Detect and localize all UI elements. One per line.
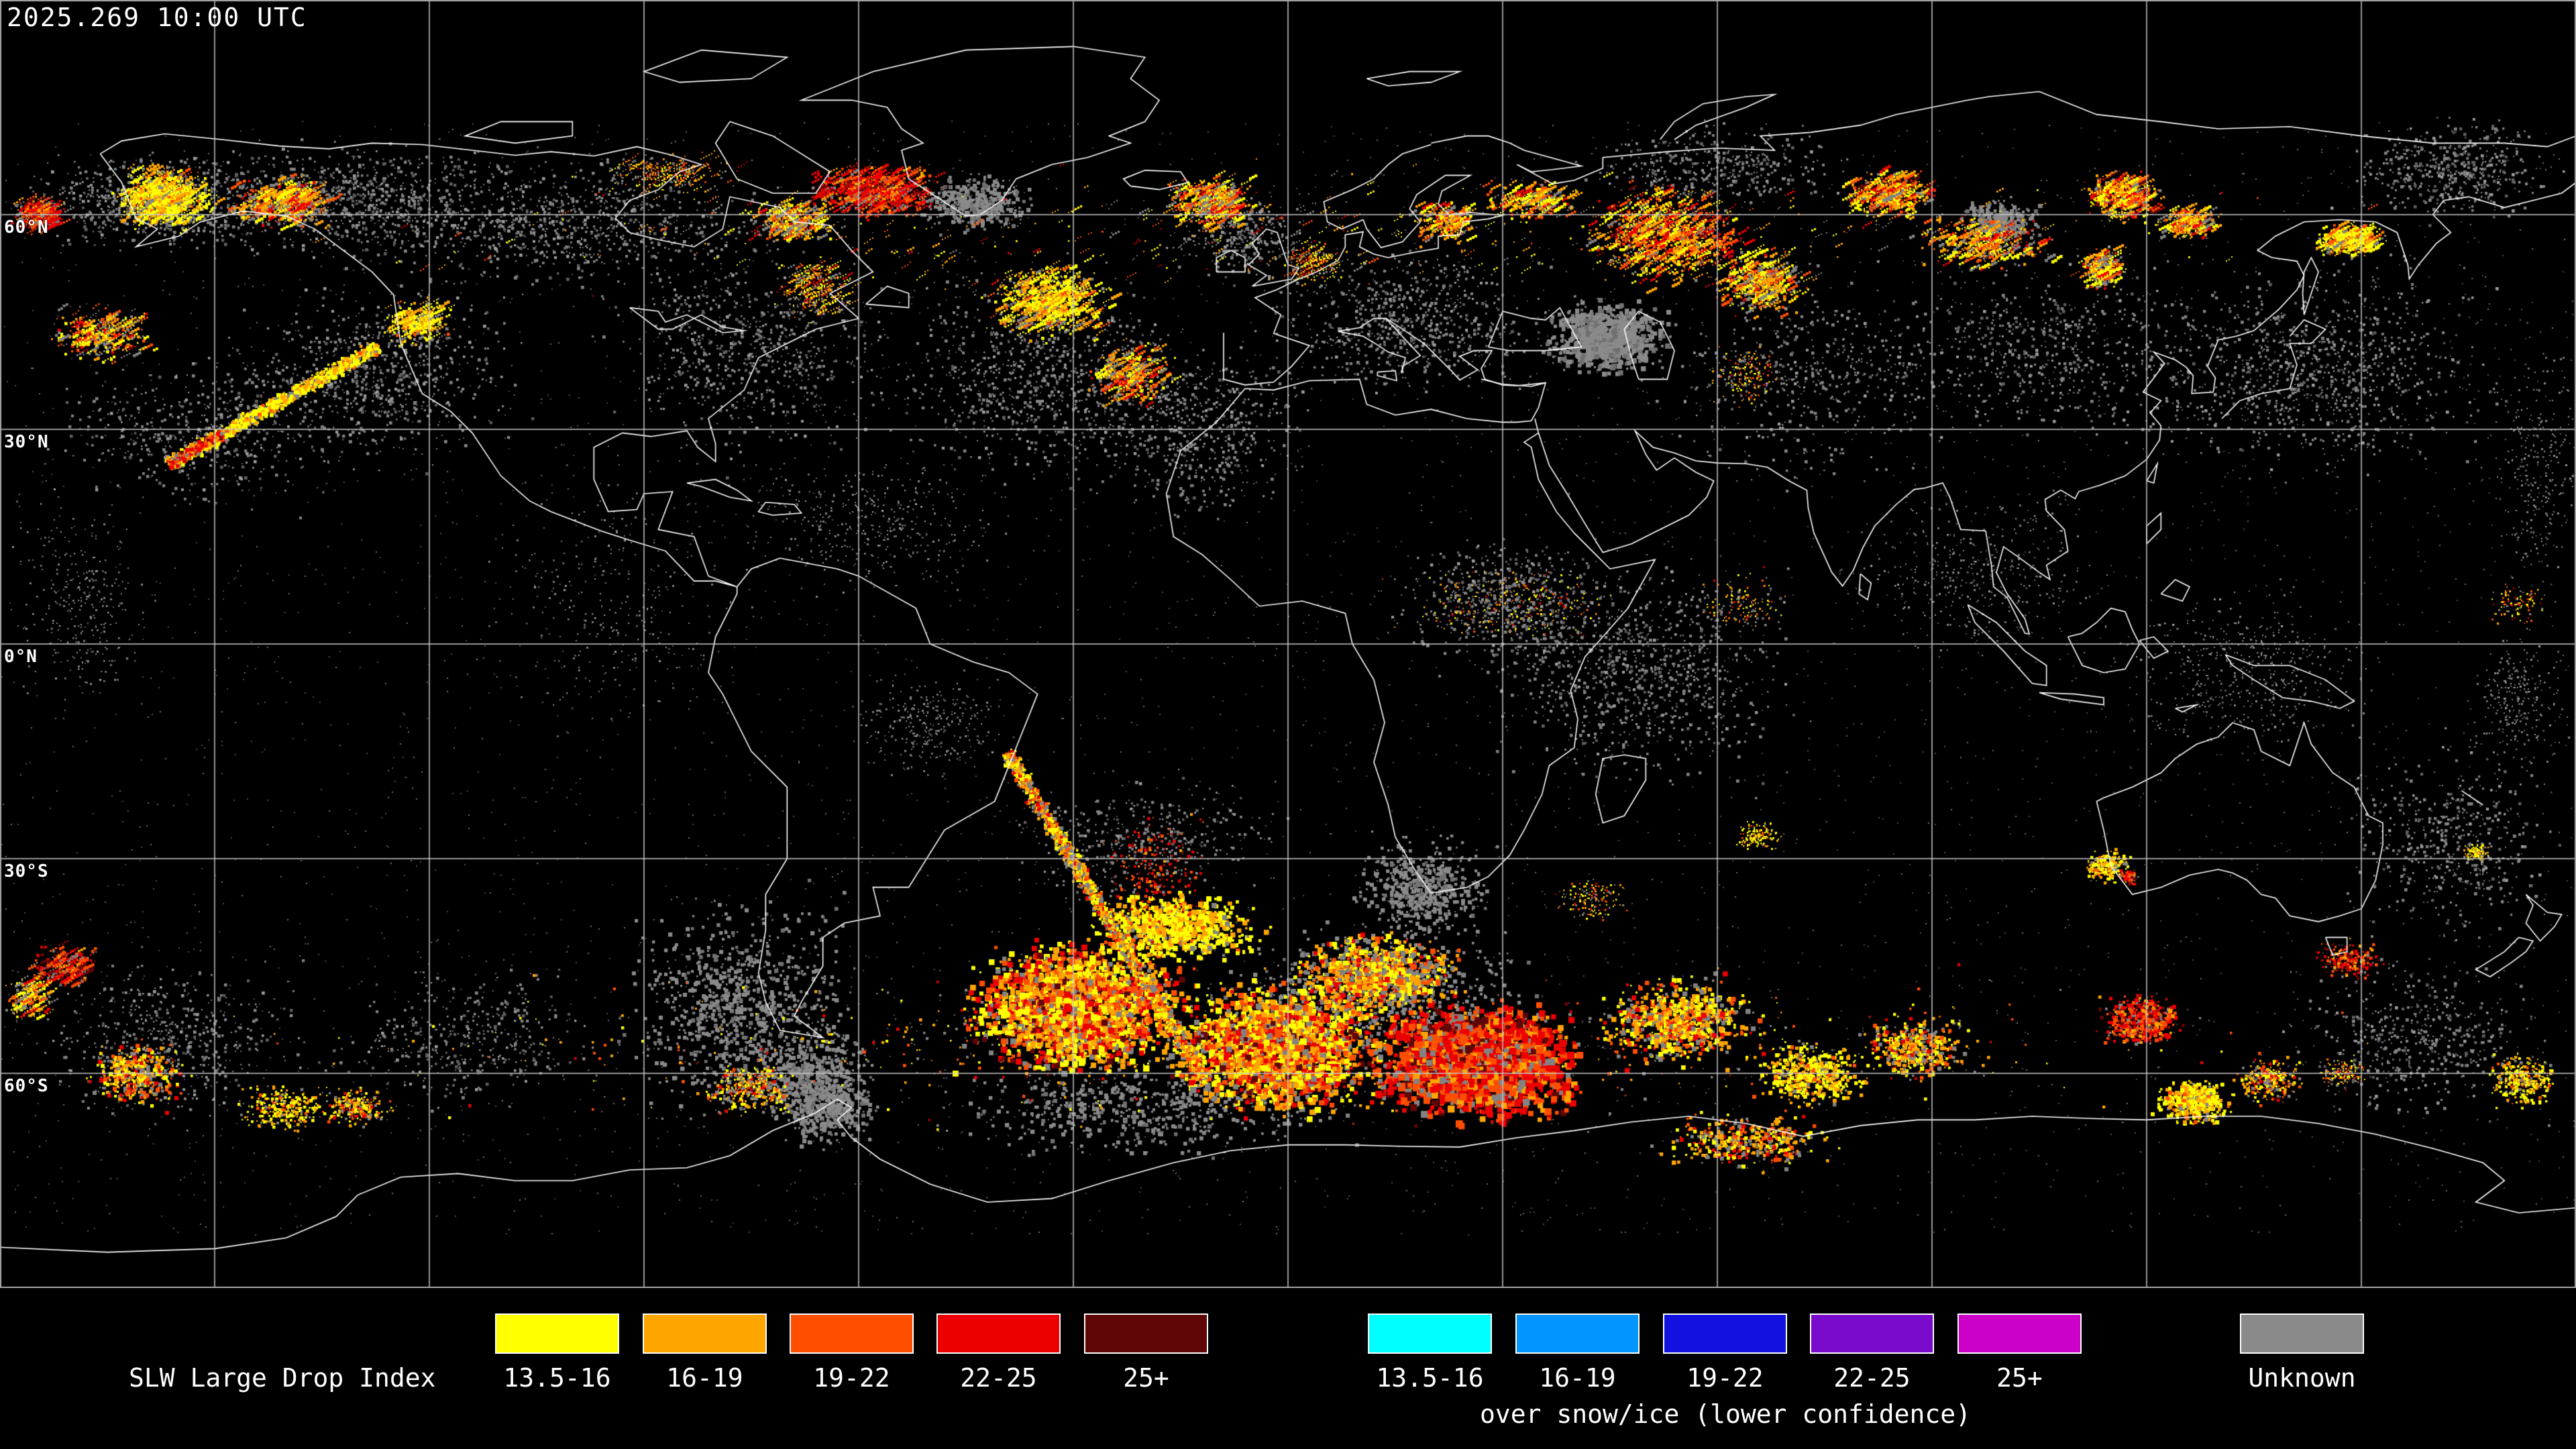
world-map: 2025.269 10:00 UTC 60°N 30°N 0°N 30°S 60°S [0,0,2576,1288]
latitude-label: 60°S [4,1076,49,1096]
legend-swatch [1368,1313,1492,1354]
legend-label: 25+ [1123,1363,1169,1393]
legend-swatch [1957,1313,2082,1354]
legend: SLW Large Drop Index 13.5-16 16-19 19-22 22… [0,1288,2576,1449]
map-canvas [0,0,2576,1288]
legend-swatch [790,1313,914,1354]
legend-label: Unknown [2248,1363,2356,1393]
timestamp: 2025.269 10:00 UTC [7,3,307,32]
latitude-label: 0°N [4,647,38,667]
legend-swatch [1810,1313,1934,1354]
legend-label: 19-22 [813,1363,890,1393]
legend-swatch [495,1313,619,1354]
legend-swatch [2240,1313,2364,1354]
latitude-label: 30°S [4,861,49,881]
latitude-label: 30°N [4,432,49,452]
legend-label: 16-19 [1539,1363,1616,1393]
legend-swatch [1084,1313,1208,1354]
latitude-label: 60°N [4,217,49,237]
legend-swatch [1663,1313,1787,1354]
legend-label: 13.5-16 [503,1363,611,1393]
legend-label: 16-19 [666,1363,743,1393]
legend-swatch [1515,1313,1640,1354]
legend-label: 19-22 [1686,1363,1764,1393]
legend-label: 22-25 [960,1363,1037,1393]
legend-label: 22-25 [1833,1363,1911,1393]
legend-title: SLW Large Drop Index [129,1363,436,1393]
legend-swatch [643,1313,767,1354]
legend-label: 13.5-16 [1376,1363,1484,1393]
legend-swatch [936,1313,1061,1354]
snow-ice-caption: over snow/ice (lower confidence) [1479,1399,1972,1429]
legend-label: 25+ [1996,1363,2043,1393]
